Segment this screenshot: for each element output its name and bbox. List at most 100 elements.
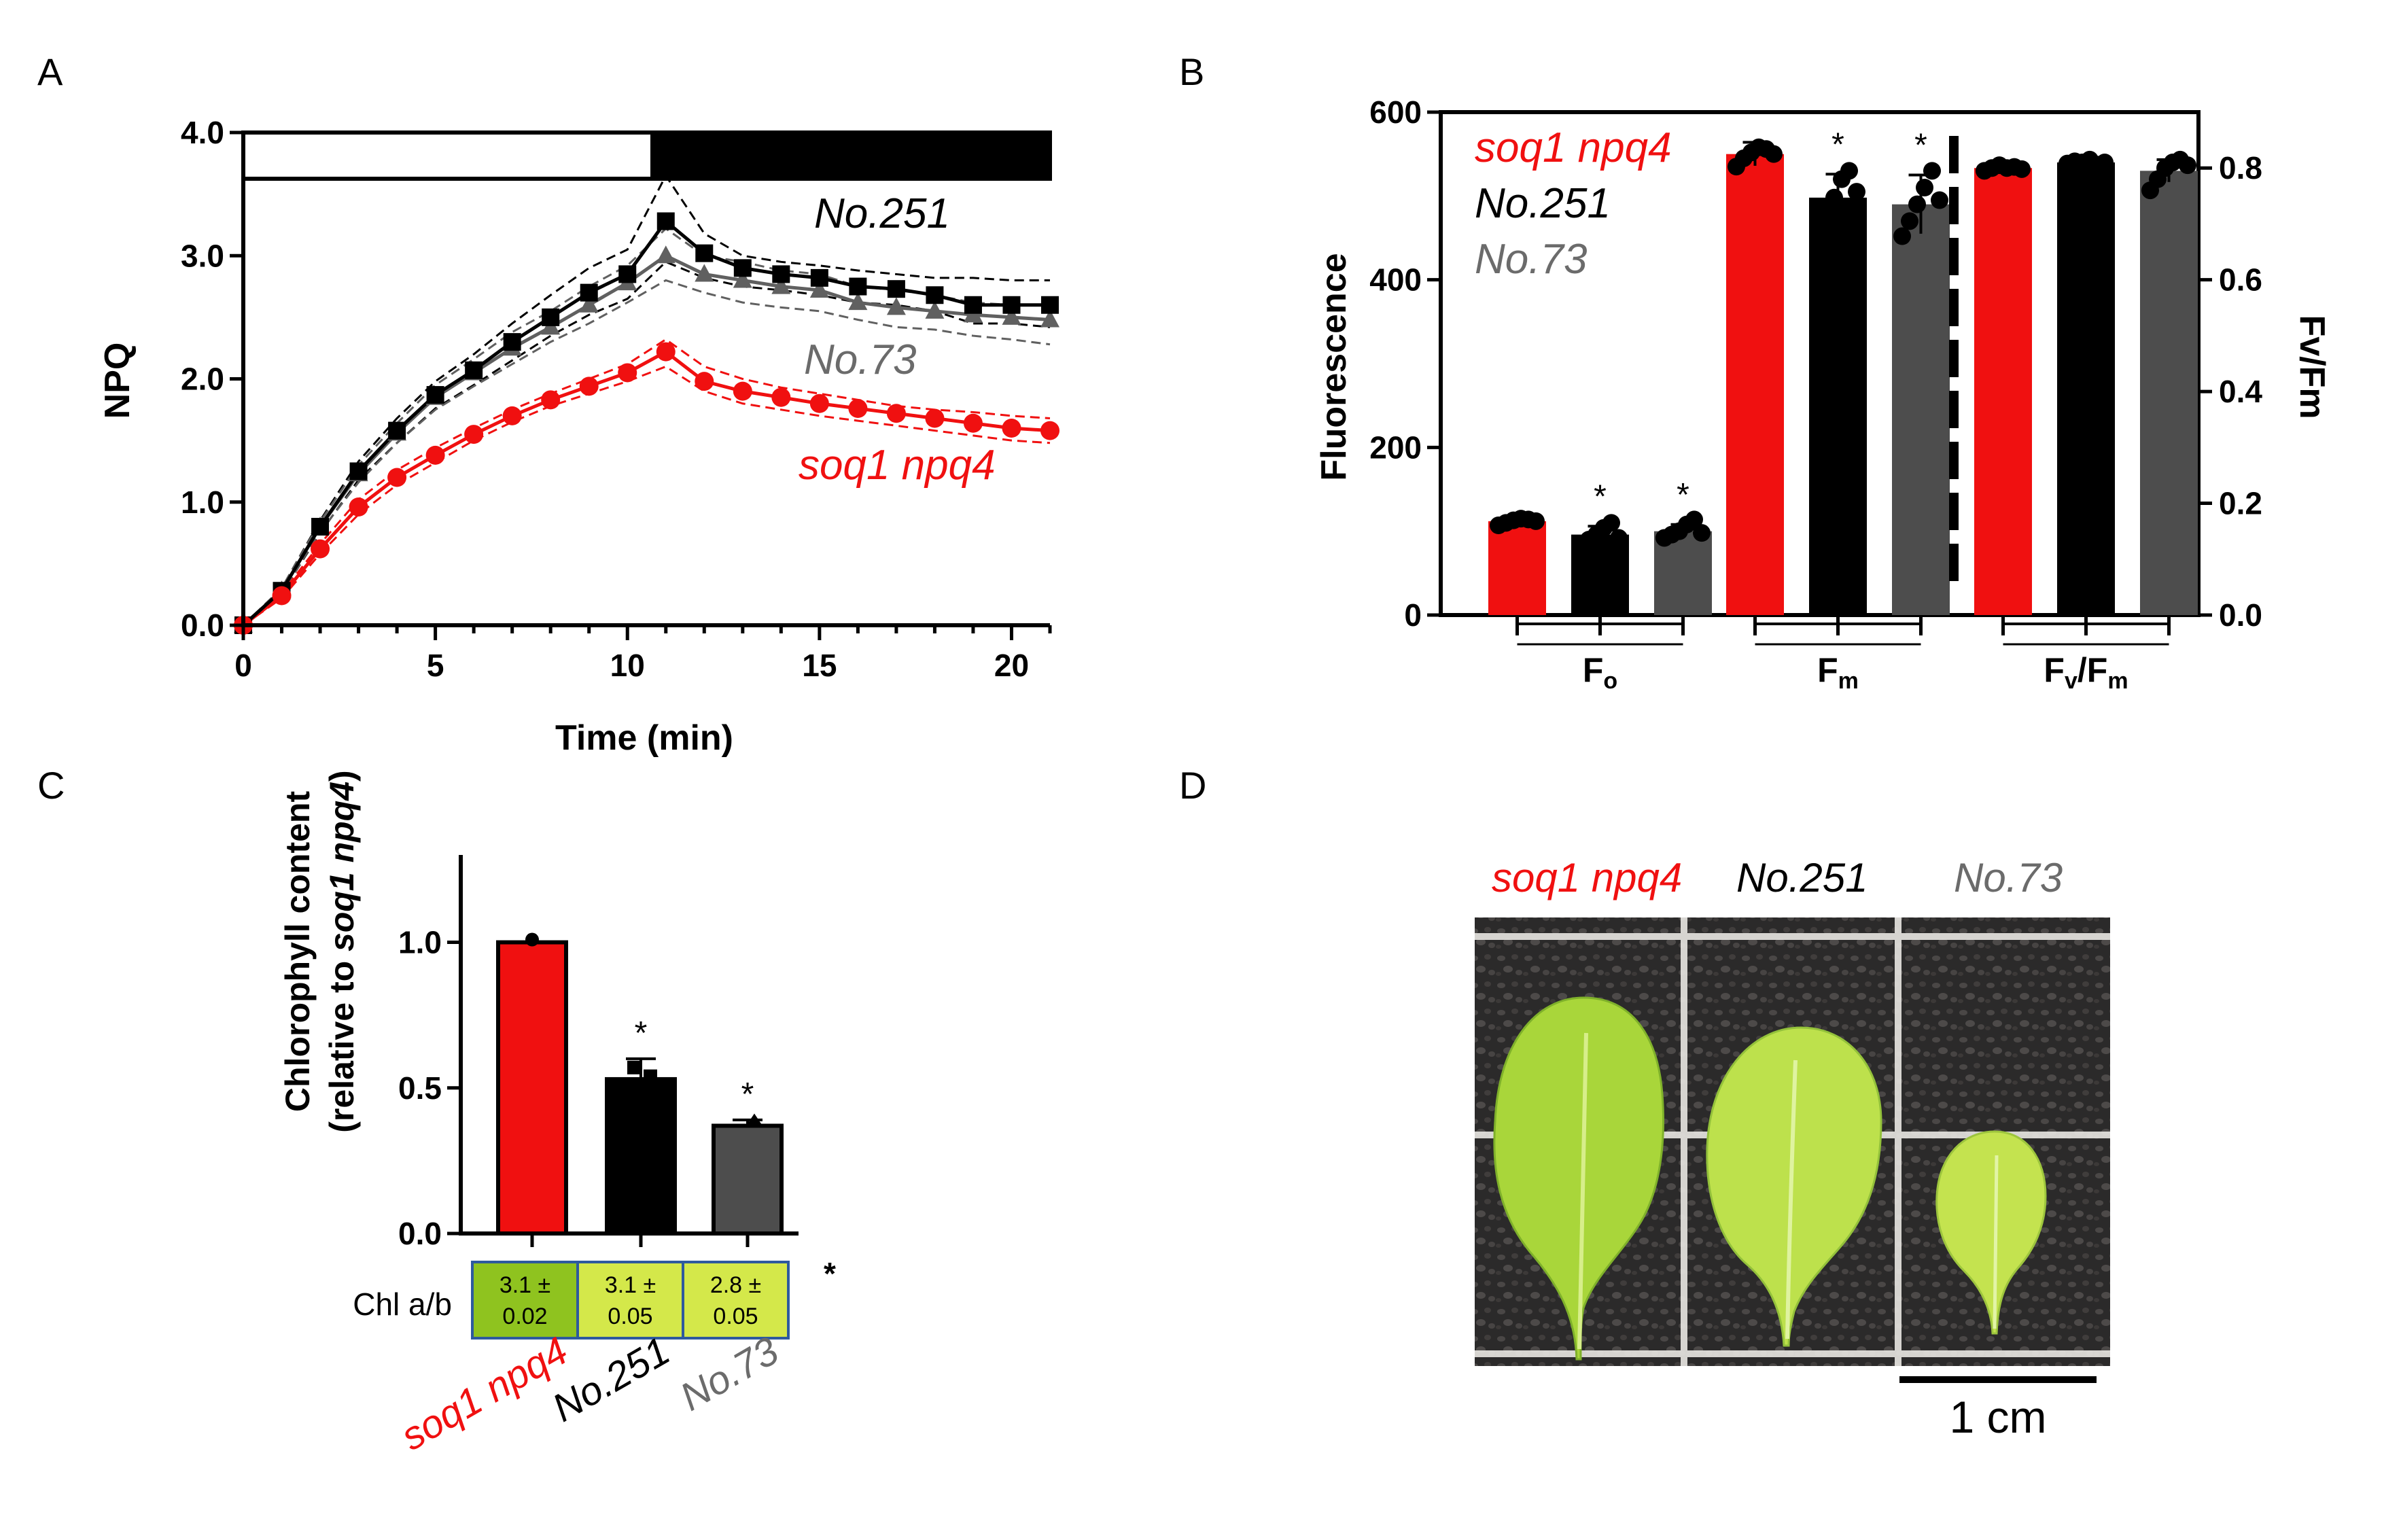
y-tick-label: 600 — [1369, 94, 1422, 130]
data-point-no-73-fm — [1901, 212, 1918, 230]
point-soq1-npq4 — [618, 363, 637, 383]
point-no-73 — [886, 297, 906, 315]
data-point-no-73-fm — [1916, 179, 1933, 196]
data-point-no-73-fm — [1931, 191, 1948, 209]
point-soq1-npq4 — [695, 372, 714, 391]
point-no-251 — [810, 268, 828, 287]
point-soq1-npq4 — [809, 393, 829, 413]
group-label-fv-fm: Fv/Fm — [2044, 651, 2128, 694]
data-point-no-251-fo — [1602, 514, 1620, 532]
y-tick-label: 0.0 — [181, 608, 224, 643]
point-soq1-npq4 — [1002, 419, 1021, 438]
group-label-main: F — [1583, 651, 1604, 689]
x-tick-label: 15 — [802, 648, 837, 683]
point-soq1-npq4 — [848, 399, 868, 418]
point-no-251 — [772, 265, 790, 283]
group-label-sub: o — [1603, 668, 1617, 694]
y-axis-title-part2: soq1 npq4 — [323, 782, 361, 951]
band-upper-no-251 — [242, 173, 1050, 627]
chl-ab-cell — [576, 1261, 684, 1340]
significance-star-no-251: * — [635, 1015, 648, 1051]
y-tick-label: 0.0 — [398, 1216, 442, 1251]
data-point-no-73-fo — [1693, 524, 1711, 542]
y-axis-title-line2: (relative to soq1 npq4) — [323, 770, 361, 1132]
leaf-photo — [1475, 917, 2110, 1366]
group-label-main: F — [1817, 651, 1838, 689]
band-upper-soq1-npq4 — [243, 338, 1051, 627]
y-ticks: 0.0 1.0 2.0 3.0 4.0 — [181, 115, 243, 643]
point-no-73 — [925, 300, 945, 319]
point-soq1-npq4 — [425, 445, 445, 465]
y2-tick-label: 0.2 — [2219, 486, 2262, 521]
data-point-no-73-fv-fm — [2179, 156, 2196, 175]
chl-ab-value: 3.1 ± — [605, 1272, 656, 1298]
x-axis-title: Time (min) — [555, 718, 733, 758]
x-tick-label: 10 — [610, 648, 645, 683]
chl-ab-label: Chl a/b — [353, 1287, 452, 1322]
data-point-soq1-npq4 — [525, 932, 539, 947]
data-point-no-251-fm — [1825, 188, 1843, 207]
y2-tick-label: 0.4 — [2219, 374, 2262, 409]
significance-star-no-73: * — [741, 1077, 754, 1113]
chl-ab-cell — [471, 1261, 579, 1340]
point-no-251 — [426, 386, 444, 404]
band-lower-soq1-npq4 — [243, 365, 1051, 627]
bar-no-73-fv-fm — [2140, 171, 2198, 616]
y-axis-title-part3: ) — [323, 770, 361, 782]
data-point-no-73-fo — [1685, 510, 1703, 529]
panel-d-leaf-photo: soq1 npq4 No.251 No.73 — [1475, 855, 2110, 1442]
significance-star-no-73-fm: * — [1914, 128, 1927, 164]
dark-period-bar — [650, 130, 1052, 181]
point-soq1-npq4 — [502, 406, 522, 425]
significance-star-no-73-fo: * — [1677, 477, 1689, 513]
confidence-bands — [242, 173, 1051, 627]
photo-label-no251: No.251 — [1736, 855, 1868, 900]
point-no-251 — [580, 283, 598, 302]
leaf-soq1-npq4 — [1493, 996, 1664, 1361]
point-soq1-npq4 — [886, 404, 906, 423]
point-soq1-npq4 — [464, 425, 484, 444]
line-no-73 — [242, 253, 1051, 627]
series-markers — [234, 212, 1059, 635]
point-no-251 — [964, 296, 982, 314]
bar-soq1-npq4-fm — [1726, 154, 1784, 615]
point-no-251 — [849, 277, 867, 296]
series-label-no73: No.73 — [804, 336, 916, 383]
y-ticks: 0.0 0.5 1.0 — [398, 925, 461, 1251]
chl-ab-table: 3.1 ± 0.02 3.1 ± 0.05 2.8 ± 0.05 — [471, 1261, 790, 1340]
data-point-soq1-npq4-fm — [1765, 145, 1783, 163]
point-soq1-npq4 — [272, 586, 292, 606]
y-tick-label: 1.0 — [181, 485, 224, 520]
x-ticks — [530, 1233, 750, 1247]
point-soq1-npq4 — [963, 413, 983, 433]
category-label-no-251: No.251 — [545, 1329, 677, 1431]
y-axis-title: NPQ — [98, 343, 137, 419]
y-axis-title: Fluorescence — [1314, 253, 1354, 480]
point-soq1-npq4 — [387, 468, 407, 487]
bars: ** — [496, 932, 784, 1236]
group-labels: Fo Fm Fv/Fm — [1515, 615, 2171, 694]
panel-label-d: D — [1179, 764, 1206, 807]
point-no-73 — [695, 264, 714, 282]
y2-axis-title: Fv/Fm — [2292, 315, 2332, 419]
point-no-251 — [887, 280, 905, 298]
bar-no-73-fm — [1892, 204, 1950, 616]
panel-label-b: B — [1179, 50, 1204, 93]
point-no-251 — [1002, 296, 1021, 314]
group-label-main: F — [2044, 651, 2065, 689]
data-point-soq1-npq4-fo — [1527, 512, 1545, 530]
y2-tick-label: 0.6 — [2219, 262, 2262, 298]
point-no-251 — [926, 286, 944, 304]
point-soq1-npq4 — [541, 390, 561, 410]
group-label-fm: Fm — [1817, 651, 1859, 694]
point-no-251 — [388, 421, 406, 440]
light-period-bar — [241, 130, 654, 181]
point-soq1-npq4 — [925, 408, 945, 428]
x-tick-label: 0 — [234, 648, 252, 683]
data-point-no-73-fm — [1908, 195, 1926, 213]
point-no-73 — [1002, 307, 1021, 325]
legend: soq1 npq4 No.251 No.73 — [1475, 124, 1672, 283]
legend-entry-soq1-npq4: soq1 npq4 — [1475, 124, 1672, 171]
